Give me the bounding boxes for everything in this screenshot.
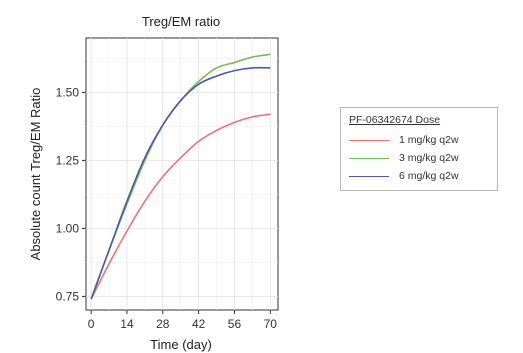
series-lines <box>90 53 271 300</box>
y-axis-label: Absolute count Treg/EM Ratio <box>28 88 43 261</box>
x-tick-label: 28 <box>156 317 170 331</box>
legend-label: 1 mg/kg q2w <box>399 134 459 146</box>
legend-swatch <box>349 157 389 159</box>
x-tick-label: 14 <box>120 317 134 331</box>
legend-label: 6 mg/kg q2w <box>399 170 459 182</box>
x-tick-label: 70 <box>264 317 278 331</box>
legend-title: PF-06342674 Dose <box>349 114 441 126</box>
legend-item: 3 mg/kg q2w <box>349 150 459 166</box>
x-axis-label: Time (day) <box>150 337 212 352</box>
series-line-3 <box>90 66 271 300</box>
legend-label: 3 mg/kg q2w <box>399 152 459 164</box>
chart-title: Treg/EM ratio <box>142 14 220 29</box>
x-tick-label: 42 <box>192 317 206 331</box>
legend-swatch <box>349 175 389 177</box>
legend-item: 1 mg/kg q2w <box>349 132 459 148</box>
legend: PF-06342674 Dose 1 mg/kg q2w 3 mg/kg q2w… <box>340 107 498 191</box>
legend-swatch <box>349 139 389 141</box>
plot-area <box>85 37 279 311</box>
y-tick-label: 1.00 <box>56 221 80 235</box>
x-tick-label: 56 <box>228 317 242 331</box>
y-tick-label: 1.25 <box>56 153 80 167</box>
x-tick-label: 0 <box>88 317 95 331</box>
y-tick-label: 1.50 <box>56 85 80 99</box>
legend-item: 6 mg/kg q2w <box>349 168 459 184</box>
series-line-1 <box>90 113 271 300</box>
x-axis: 0 14 28 42 56 70 <box>88 310 278 331</box>
y-axis: 0.75 1.00 1.25 1.50 <box>56 85 86 303</box>
y-tick-label: 0.75 <box>56 289 80 303</box>
grid <box>86 38 278 310</box>
